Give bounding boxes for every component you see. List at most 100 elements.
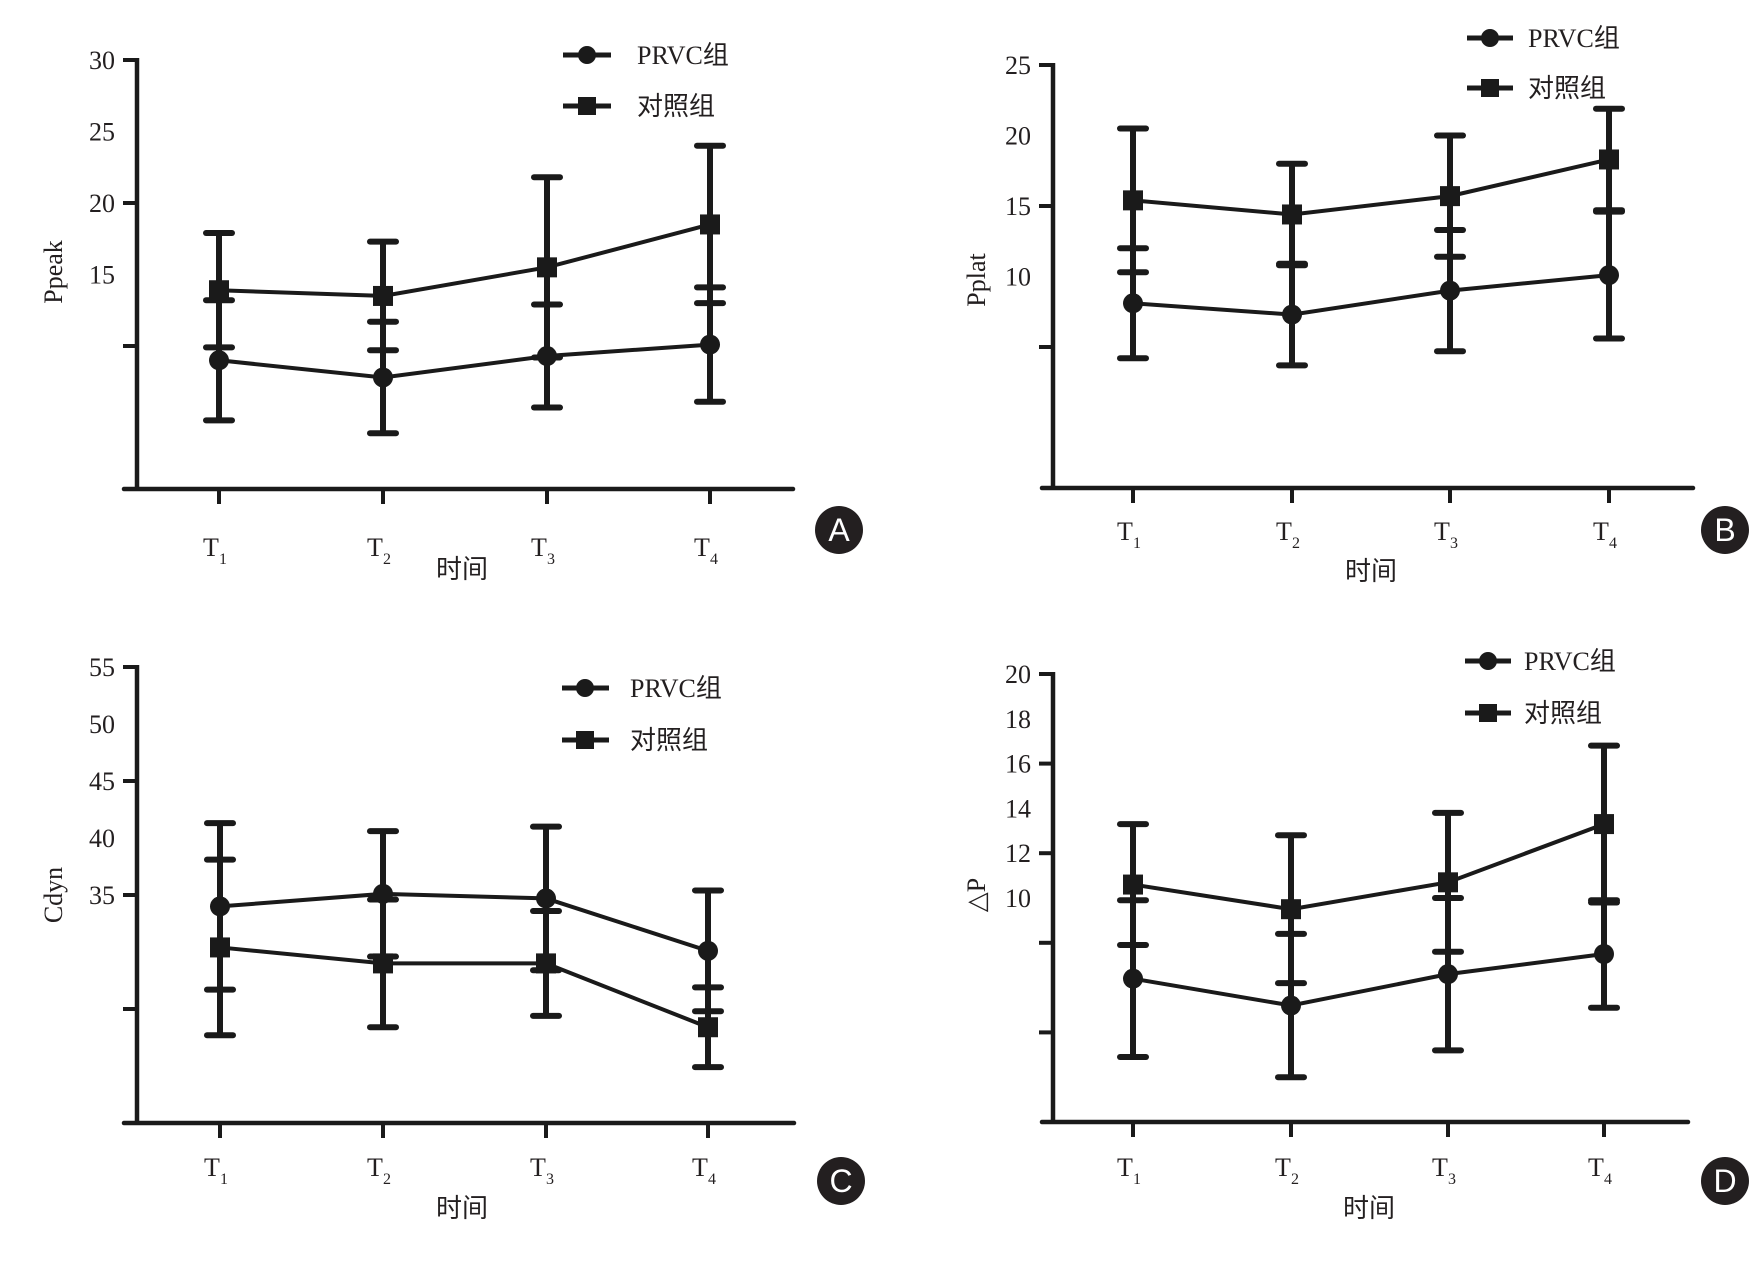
data-point-circle	[1438, 964, 1458, 985]
x-axis-label: 时间	[1345, 557, 1397, 586]
data-point-circle	[536, 888, 556, 909]
series-control	[203, 142, 726, 361]
series-line	[1132, 822, 1605, 912]
legend-label: PRVC组	[630, 674, 722, 703]
plot-c: 35 40 45 50 55 T1 T2 T3 T4	[89, 653, 797, 1188]
y-tick-label: 50	[89, 710, 115, 739]
y-tick-label: 20	[1005, 122, 1031, 151]
legend-label: PRVC组	[1524, 647, 1616, 676]
y-tick-label: 10	[1005, 884, 1031, 913]
legend-label: 对照组	[637, 92, 715, 121]
y-tick-label: 12	[1005, 839, 1031, 868]
x-tick-label: T1	[203, 533, 227, 568]
legend: PRVC组 对照组	[562, 674, 722, 755]
legend-label: PRVC组	[637, 41, 729, 70]
x-tick-label: T2	[367, 1153, 391, 1188]
y-tick-label: 25	[89, 118, 115, 147]
series-control	[1117, 105, 1625, 276]
series-line	[1132, 952, 1605, 1008]
x-tick-label: T1	[1117, 1153, 1141, 1188]
circle-marker-icon	[576, 679, 594, 697]
data-point-square	[1594, 814, 1614, 835]
data-point-circle	[1123, 968, 1143, 989]
panel-badge: C	[817, 1157, 865, 1205]
x-axis-label: 时间	[1343, 1194, 1395, 1223]
badge-circle	[815, 506, 863, 554]
y-tick-label: 20	[89, 189, 115, 218]
y-tick-label: 30	[89, 46, 115, 75]
y-tick-label: 55	[89, 653, 115, 682]
y-tick-label: 40	[89, 824, 115, 853]
data-point-square	[210, 937, 230, 958]
data-point-circle	[1281, 995, 1301, 1016]
data-point-square	[698, 1017, 718, 1038]
square-marker-icon	[576, 731, 594, 749]
legend-item-prvc: PRVC组	[563, 41, 729, 70]
y-tick-label: 15	[89, 261, 115, 290]
badge-label: A	[828, 512, 850, 548]
legend-label: 对照组	[1524, 699, 1602, 728]
data-point-square	[537, 257, 557, 278]
badge-label: C	[829, 1163, 852, 1199]
y-tick-label: 20	[1005, 660, 1031, 689]
data-point-square	[1123, 190, 1143, 211]
x-tick-label: T4	[1593, 517, 1617, 552]
badge-circle	[1701, 506, 1749, 554]
series-line	[219, 945, 709, 1030]
y-axis-label: Ppeak	[39, 240, 68, 304]
y-tick-label: 16	[1005, 750, 1031, 779]
series-control	[1117, 742, 1620, 987]
x-tick-label: T1	[204, 1153, 228, 1188]
square-marker-icon	[578, 97, 596, 115]
data-point-circle	[373, 367, 393, 388]
y-axis-label: Cdyn	[39, 867, 68, 923]
series-control	[204, 856, 724, 1071]
y-axis-label: Pplat	[962, 253, 991, 307]
data-point-circle	[698, 940, 718, 961]
series-line	[218, 222, 711, 298]
legend-item-control: 对照组	[1467, 74, 1606, 103]
panel-badge: B	[1701, 506, 1749, 554]
x-tick-label: T4	[692, 1153, 716, 1188]
y-tick-label: 18	[1005, 705, 1031, 734]
x-tick-label: T1	[1117, 517, 1141, 552]
y-tick-label: 25	[1005, 51, 1031, 80]
badge-circle	[817, 1157, 865, 1205]
panel-a: 15 20 25 30 T1 T2 T3 T4 Ppeak 时间 PRVC组 对照组 A	[39, 41, 863, 584]
data-point-circle	[1282, 304, 1302, 325]
data-point-circle	[1599, 265, 1619, 286]
circle-marker-icon	[578, 46, 596, 64]
data-point-square	[373, 953, 393, 974]
x-axis-label: 时间	[436, 555, 488, 584]
data-point-square	[700, 214, 720, 235]
series-line	[1132, 157, 1610, 217]
legend: PRVC组 对照组	[1467, 24, 1620, 103]
panel-badge: A	[815, 506, 863, 554]
data-point-circle	[209, 350, 229, 371]
x-tick-label: T2	[1276, 517, 1300, 552]
data-point-circle	[1594, 944, 1614, 964]
x-tick-label: T2	[1275, 1153, 1299, 1188]
legend: PRVC组 对照组	[563, 41, 729, 121]
badge-label: B	[1714, 512, 1735, 548]
data-point-circle	[1440, 280, 1460, 301]
data-point-square	[373, 285, 393, 306]
data-point-circle	[700, 334, 720, 355]
y-tick-label: 45	[89, 767, 115, 796]
data-point-square	[1282, 204, 1302, 225]
legend-item-prvc: PRVC组	[562, 674, 722, 703]
x-tick-label: T3	[530, 1153, 554, 1188]
legend-label: 对照组	[1528, 74, 1606, 103]
badge-label: D	[1713, 1163, 1736, 1199]
legend-item-prvc: PRVC组	[1465, 647, 1616, 676]
x-tick-label: T3	[1432, 1153, 1456, 1188]
data-point-square	[1438, 872, 1458, 893]
x-tick-label: T2	[367, 533, 391, 568]
plot-d: 10 12 14 16 18 20 T1 T2 T3 T4	[1005, 660, 1691, 1188]
y-tick-label: 35	[89, 881, 115, 910]
legend-item-prvc: PRVC组	[1467, 24, 1620, 53]
series-line	[1132, 273, 1610, 317]
legend-label: PRVC组	[1528, 24, 1620, 53]
x-tick-label: T4	[1588, 1153, 1612, 1188]
